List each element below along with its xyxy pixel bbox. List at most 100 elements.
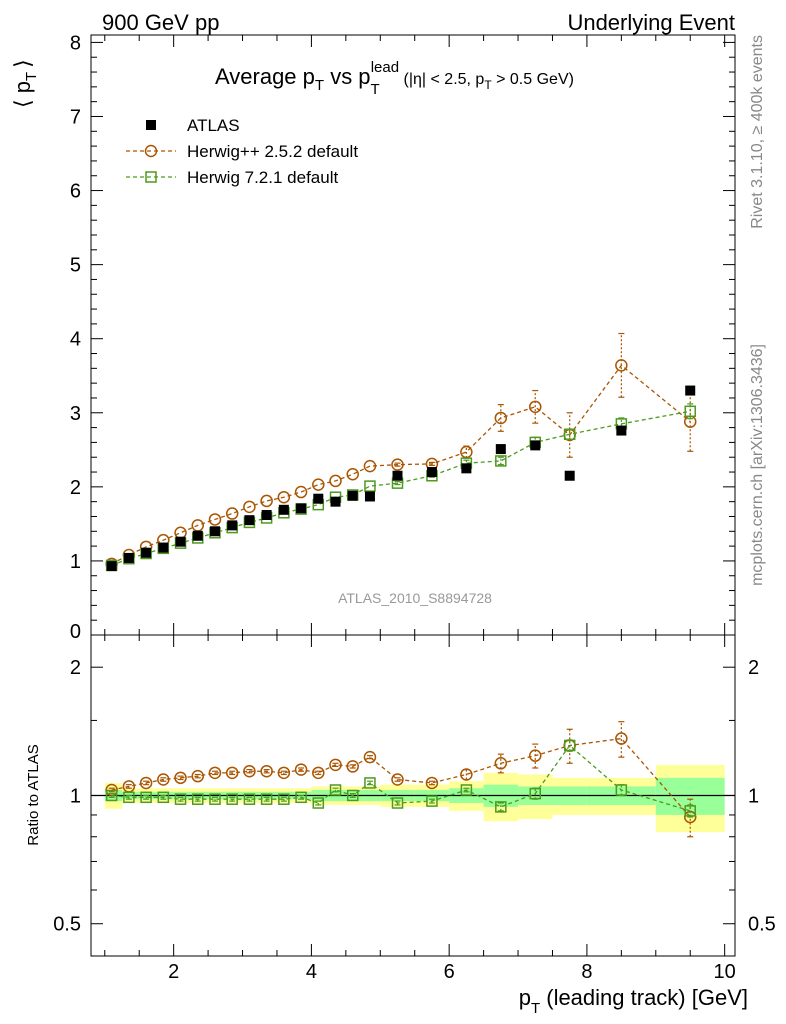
atlas-point [244, 515, 255, 526]
ratio-herwig7-point [192, 793, 204, 805]
herwigpp-point [391, 458, 404, 471]
ratio-y-tick-label: 0.5 [53, 914, 81, 936]
x-tick-label: 6 [444, 961, 455, 983]
ratio-herwig7-point [157, 791, 170, 804]
herwig7-line [111, 410, 691, 566]
atlas-point [461, 463, 472, 474]
atlas-point [192, 530, 203, 541]
ratio-herwig7-point [684, 805, 696, 817]
mcplots-label: mcplots.cern.ch [arXiv:1306.3436] [749, 344, 766, 586]
main-y-label: ⟨ pT⟩ [10, 59, 40, 108]
ratio-y-tick-label: 2 [70, 657, 81, 679]
ratio-y-tick-label-right: 0.5 [748, 914, 776, 936]
herwigpp-point [277, 490, 291, 504]
ratio-herwig7-point [329, 784, 342, 796]
ratio-herwig7-point [426, 795, 438, 807]
ratio-herwig7-point [346, 789, 359, 802]
herwig7-series [105, 403, 696, 572]
atlas-point [141, 547, 152, 558]
atlas-point [426, 467, 437, 478]
ratio-y-tick-label-right: 2 [748, 657, 759, 679]
ratio-herwigpp-point [174, 771, 187, 785]
atlas-point [296, 503, 307, 514]
ratio-herwigpp-point [260, 764, 273, 778]
ratio-herwigpp-point [157, 773, 170, 786]
ratio-inner-band [655, 777, 725, 815]
main-panel: 0 1 2 3 4 5 6 7 8 Average pT vs pTlead (|η| < 2.… [10, 32, 736, 643]
legend: ATLAS Herwig++ 2.5.2 default Herwig 7.2.1 … [126, 116, 358, 187]
main-y-tick-label: 1 [70, 551, 81, 573]
ratio-herwigpp-point [191, 769, 205, 783]
ratio-herwig7-point [209, 793, 221, 805]
atlas-point [530, 440, 541, 451]
legend-label: Herwig++ 2.5.2 default [187, 142, 358, 161]
herwig7-point [684, 405, 696, 418]
x-tick-label: 8 [581, 961, 592, 983]
legend-marker [145, 171, 157, 183]
ratio-y-tick-label-right: 1 [748, 785, 759, 807]
atlas-point [209, 526, 220, 537]
atlas-point [278, 504, 289, 515]
herwigpp-point [260, 494, 273, 508]
atlas-point [123, 552, 134, 563]
x-tick-label: 10 [714, 961, 736, 983]
atlas-point [175, 536, 186, 547]
main-y-tick-label: 5 [70, 255, 81, 277]
ratio-herwigpp-point [363, 750, 377, 764]
header-left-label: 900 GeV pp [102, 10, 219, 35]
ratio-herwig7-point [460, 784, 473, 796]
ratio-herwig7-point [615, 784, 628, 796]
ratio-herwigpp-point [391, 773, 404, 786]
atlas-point [564, 470, 575, 481]
ratio-herwigpp-point [277, 766, 291, 780]
herwigpp-point [329, 474, 342, 488]
ratio-herwig7-point [278, 793, 290, 805]
analysis-watermark: ATLAS_2010_S8894728 [338, 590, 492, 606]
atlas-point [392, 470, 403, 481]
herwigpp-point [294, 485, 308, 499]
atlas-point [106, 561, 117, 572]
x-tick-label: 2 [168, 961, 179, 983]
ratio-herwigpp-point [460, 768, 473, 781]
atlas-point [347, 490, 358, 501]
herwig7-point [563, 428, 576, 441]
atlas-point [616, 425, 627, 436]
ratio-herwigpp-point [208, 766, 222, 780]
x-tick-label: 4 [306, 961, 317, 983]
ratio-y-tick-label: 1 [70, 785, 81, 807]
atlas-series [106, 385, 696, 572]
ratio-y-label: Ratio to ATLAS [25, 744, 42, 845]
ratio-herwigpp-point [243, 764, 256, 778]
herwigpp-point [529, 400, 542, 414]
main-y-tick-label: 2 [70, 477, 81, 499]
rivet-label: Rivet 3.1.10, ≥ 400k events [749, 35, 766, 229]
ratio-herwig7-point [226, 793, 238, 805]
atlas-point [364, 491, 375, 502]
legend-label: ATLAS [187, 116, 240, 135]
main-y-tick-label: 4 [70, 329, 81, 351]
ratio-herwigpp-point [346, 760, 359, 773]
ratio-herwigpp-point [529, 749, 542, 762]
legend-label: Herwig 7.2.1 default [187, 168, 338, 187]
ratio-herwig7-point [123, 791, 135, 804]
main-y-tick-label: 6 [70, 181, 81, 203]
ratio-herwigpp-point [139, 776, 153, 790]
ratio-panel: 0.5 0.5 1 1 2 2 2 4 6 8 10 Ratio to ATLAS pT (lead… [25, 634, 776, 1017]
herwigpp-point [312, 478, 325, 491]
ratio-herwig7-point [312, 797, 325, 809]
herwigpp-point [363, 459, 377, 473]
ratio-herwig7-point [364, 777, 376, 789]
herwigpp-point [243, 500, 256, 514]
main-title: Average pT vs pTlead (|η| < 2.5, pT > 0.… [215, 59, 574, 98]
main-y-tick-label: 7 [70, 106, 81, 128]
ratio-herwigpp-point [425, 776, 439, 790]
herwigpp-series [105, 332, 697, 571]
ratio-herwig7-point [295, 791, 307, 804]
herwigpp-point [225, 507, 239, 520]
main-y-tick-label: 3 [70, 403, 81, 425]
atlas-point [261, 510, 272, 520]
ratio-herwig7-point [243, 793, 256, 805]
herwig7-point [364, 480, 376, 492]
herwigpp-point [494, 411, 508, 425]
